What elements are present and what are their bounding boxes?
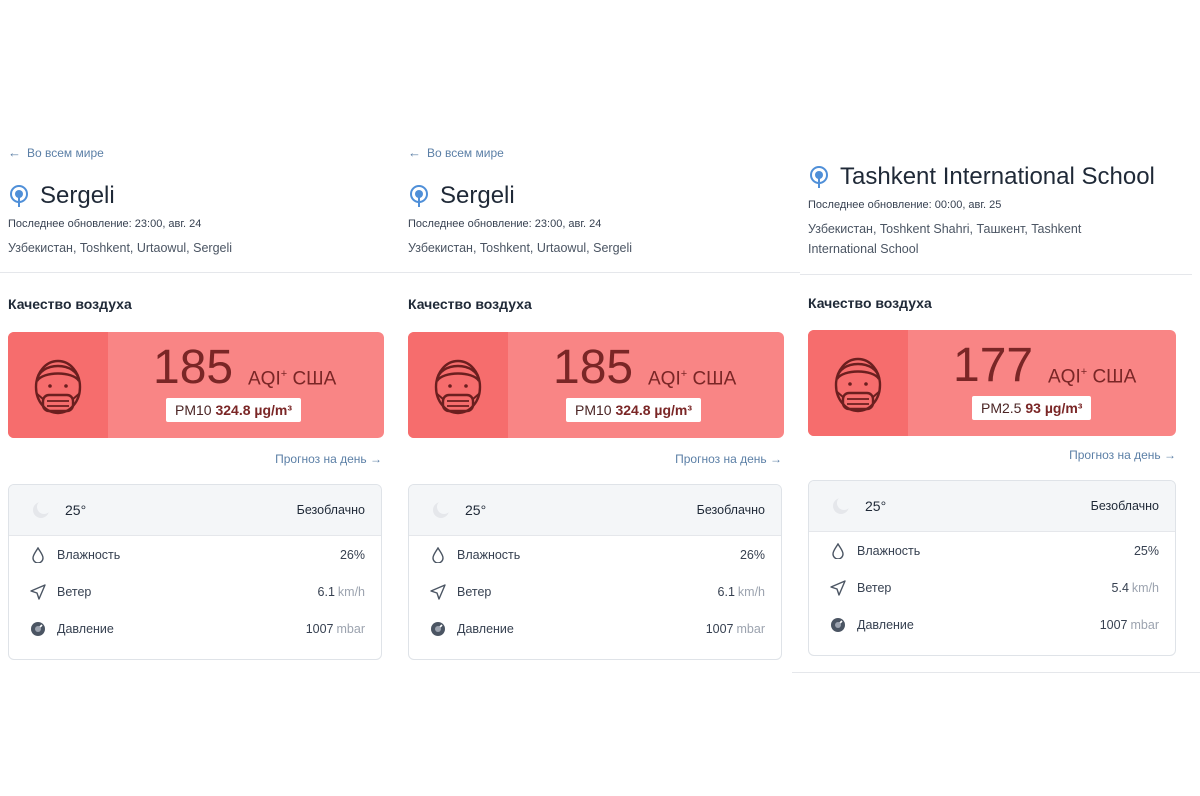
air-quality-heading: Качество воздуха	[808, 295, 932, 311]
back-to-world-link[interactable]: ← Во всем мире	[8, 145, 104, 160]
last-updated: Последнее обновление: 23:00, авг. 24	[8, 218, 202, 230]
humidity-row: Влажность 26%	[409, 536, 781, 573]
aqi-value: 185	[153, 341, 234, 394]
arrow-left-icon: ←	[8, 145, 21, 160]
station-title: Tashkent International School	[840, 163, 1155, 190]
masked-face-icon	[34, 359, 82, 415]
droplet-icon	[29, 546, 47, 564]
wind-row: Ветер 6.1 km/h	[409, 573, 781, 610]
droplet-icon	[429, 546, 447, 564]
daily-forecast-link[interactable]: Прогноз на день →	[675, 452, 782, 466]
divider	[800, 274, 1192, 275]
pressure-row: Давление 1007 mbar	[809, 606, 1175, 643]
station-address: Узбекистан, Toshkent, Urtaowul, Sergeli	[408, 241, 633, 255]
weather-condition: Безоблачно	[296, 503, 365, 517]
moon-icon	[433, 500, 451, 518]
aqi-card: 185 AQI+ США PM10 324.8 µg/m³	[408, 332, 784, 438]
gauge-icon	[29, 620, 47, 638]
weather-condition: Безоблачно	[1090, 499, 1159, 513]
aqi-face-box	[408, 332, 508, 438]
weather-card: 25° Безоблачно Влажность 25% Ветер 5.4 km…	[808, 480, 1176, 656]
back-to-world-link[interactable]: ← Во всем мире	[408, 145, 504, 160]
pressure-row: Давление 1007 mbar	[409, 610, 781, 647]
wind-value: 5.4 km/h	[1111, 580, 1159, 595]
main-pollutant-badge: PM10 324.8 µg/m³	[566, 398, 702, 422]
droplet-icon	[829, 542, 847, 560]
weather-header: 25° Безоблачно	[9, 485, 381, 536]
station-signal-icon	[10, 185, 28, 207]
wind-value: 6.1 km/h	[717, 584, 765, 599]
station-title: Sergeli	[40, 182, 115, 209]
daily-forecast-link[interactable]: Прогноз на день →	[1069, 448, 1176, 462]
aqi-value: 177	[953, 339, 1034, 392]
pressure-row: Давление 1007 mbar	[9, 610, 381, 647]
wind-direction-icon	[429, 583, 447, 601]
pressure-value: 1007 mbar	[1099, 617, 1159, 632]
humidity-row: Влажность 26%	[9, 536, 381, 573]
station-signal-icon	[410, 185, 428, 207]
weather-card: 25° Безоблачно Влажность 26% Ветер 6.1 km…	[8, 484, 382, 660]
temperature: 25°	[65, 502, 87, 518]
station-title-row: Tashkent International School	[808, 163, 1155, 191]
temperature: 25°	[465, 502, 487, 518]
aqi-value: 185	[553, 341, 634, 394]
moon-icon	[33, 500, 51, 518]
station-title: Sergeli	[440, 182, 515, 209]
pressure-value: 1007 mbar	[305, 621, 365, 636]
humidity-value: 26%	[339, 547, 365, 562]
station-signal-icon	[810, 166, 828, 188]
main-pollutant-badge: PM10 324.8 µg/m³	[166, 398, 302, 422]
arrow-left-icon: ←	[408, 145, 421, 160]
wind-direction-icon	[29, 583, 47, 601]
masked-face-icon	[434, 359, 482, 415]
moon-icon	[833, 496, 851, 514]
station-address: Узбекистан, Toshkent, Urtaowul, Sergeli	[8, 241, 233, 255]
daily-forecast-link[interactable]: Прогноз на день →	[275, 452, 382, 466]
station-panel-3: Tashkent International School Последнее …	[800, 0, 1192, 796]
pressure-value: 1007 mbar	[705, 621, 765, 636]
aqi-unit: AQI+ США	[1048, 366, 1137, 388]
aqi-face-box	[808, 330, 908, 436]
humidity-value: 25%	[1133, 543, 1159, 558]
wind-value: 6.1 km/h	[317, 584, 365, 599]
air-quality-heading: Качество воздуха	[408, 296, 532, 312]
gauge-icon	[429, 620, 447, 638]
station-panel-2: ← Во всем мире Sergeli Последнее обновле…	[400, 0, 800, 796]
weather-header: 25° Безоблачно	[409, 485, 781, 536]
gauge-icon	[829, 616, 847, 634]
divider	[0, 272, 400, 273]
temperature: 25°	[865, 498, 887, 514]
last-updated: Последнее обновление: 23:00, авг. 24	[408, 218, 602, 230]
aqi-card: 177 AQI+ США PM2.5 93 µg/m³	[808, 330, 1176, 436]
wind-direction-icon	[829, 579, 847, 597]
aqi-face-box	[8, 332, 108, 438]
aqi-unit: AQI+ США	[248, 368, 337, 390]
station-title-row: Sergeli	[408, 182, 515, 210]
air-quality-heading: Качество воздуха	[8, 296, 132, 312]
station-title-row: Sergeli	[8, 182, 115, 210]
station-address: Узбекистан, Toshkent Shahri, Ташкент, Ta…	[808, 222, 1082, 256]
last-updated: Последнее обновление: 00:00, авг. 25	[808, 199, 1002, 211]
aqi-card: 185 AQI+ США PM10 324.8 µg/m³	[8, 332, 384, 438]
humidity-value: 26%	[739, 547, 765, 562]
weather-card: 25° Безоблачно Влажность 26% Ветер 6.1 km…	[408, 484, 782, 660]
divider	[792, 672, 1200, 673]
masked-face-icon	[834, 357, 882, 413]
weather-header: 25° Безоблачно	[809, 481, 1175, 532]
station-panel-1: ← Во всем мире Sergeli Последнее обновле…	[0, 0, 400, 796]
weather-condition: Безоблачно	[696, 503, 765, 517]
main-pollutant-badge: PM2.5 93 µg/m³	[972, 396, 1092, 420]
wind-row: Ветер 5.4 km/h	[809, 569, 1175, 606]
divider	[400, 272, 800, 273]
humidity-row: Влажность 25%	[809, 532, 1175, 569]
aqi-unit: AQI+ США	[648, 368, 737, 390]
wind-row: Ветер 6.1 km/h	[9, 573, 381, 610]
